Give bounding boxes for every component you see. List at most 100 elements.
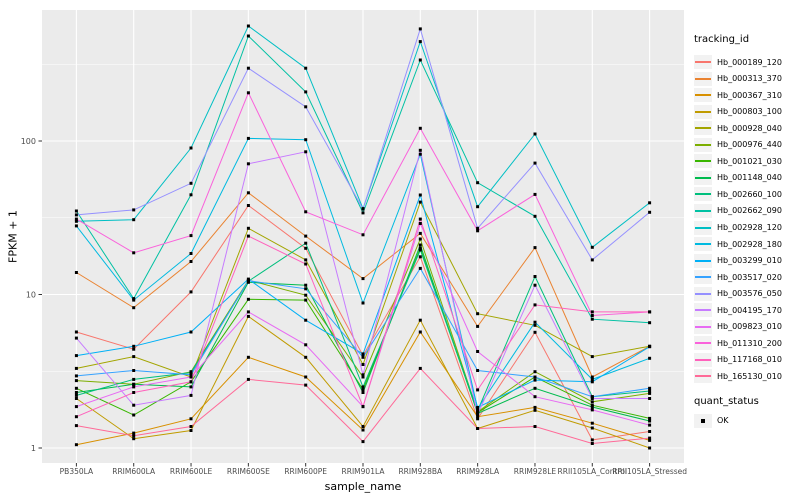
data-point	[590, 317, 594, 321]
data-point	[590, 355, 594, 359]
data-point	[304, 210, 308, 214]
data-point	[361, 391, 365, 394]
data-point	[418, 248, 422, 252]
y-axis-title: FPKM + 1	[6, 210, 20, 263]
legend-item-label: Hb_001148_040	[717, 173, 782, 183]
data-point	[533, 395, 537, 399]
data-point	[418, 255, 422, 259]
legend-item-label: Hb_002928_120	[717, 223, 782, 232]
data-point	[304, 355, 308, 359]
data-point	[132, 431, 136, 435]
data-point	[132, 413, 136, 417]
data-point	[648, 201, 652, 205]
legend-title-quant-status: quant_status	[694, 396, 759, 407]
data-point	[533, 303, 537, 307]
data-point	[304, 293, 308, 297]
data-point	[189, 234, 193, 238]
data-point	[304, 343, 308, 347]
y-tick-label: 10	[26, 291, 36, 300]
data-point	[590, 400, 594, 404]
legend-item-label: Hb_000803_100	[717, 107, 782, 117]
data-point	[74, 209, 78, 213]
data-point	[533, 323, 537, 327]
legend-item-label: Hb_002662_090	[717, 206, 782, 216]
data-point	[590, 258, 594, 262]
data-point	[590, 426, 594, 430]
data-point	[189, 290, 193, 294]
data-point	[304, 383, 308, 387]
data-point	[246, 277, 250, 281]
data-point	[74, 336, 78, 340]
data-point	[132, 298, 136, 302]
data-point	[74, 424, 78, 428]
data-point	[648, 321, 652, 325]
x-axis-title: sample_name	[324, 480, 402, 493]
legend-key-line	[694, 352, 712, 367]
data-point	[246, 234, 250, 238]
data-point	[246, 204, 250, 207]
data-point	[533, 408, 537, 412]
data-point	[246, 279, 250, 283]
data-point	[189, 260, 193, 263]
legend-item-label: Hb_002660_100	[717, 189, 782, 199]
legend-item-label: Hb_001021_030	[717, 156, 782, 166]
legend-item-Hb_165130_010: Hb_165130_010	[694, 369, 782, 384]
data-point	[304, 234, 308, 238]
legend-key-line	[694, 203, 712, 218]
data-point	[590, 442, 594, 445]
data-point	[476, 427, 480, 430]
data-point	[418, 366, 422, 370]
legend-key-line	[694, 336, 712, 351]
data-point	[418, 243, 422, 247]
legend-key-line	[694, 121, 712, 136]
legend-key-line	[694, 170, 712, 185]
legend-key-line	[694, 253, 712, 268]
data-point	[304, 90, 308, 94]
legend-item-Hb_003576_050: Hb_003576_050	[694, 286, 782, 301]
legend-item-Hb_003299_010: Hb_003299_010	[694, 253, 782, 268]
data-point	[590, 395, 594, 399]
data-point	[132, 208, 136, 212]
legend-item-label: Hb_011310_200	[717, 338, 782, 348]
data-point	[590, 375, 594, 379]
data-point	[246, 297, 250, 301]
legend-item-Hb_000313_370: Hb_000313_370	[694, 71, 782, 86]
x-tick-label: RRIM901LA	[342, 467, 386, 476]
data-point	[304, 262, 308, 266]
legend-item-label: Hb_009823_010	[717, 322, 782, 332]
data-point	[304, 318, 308, 322]
data-point	[533, 192, 537, 196]
x-tick-label: PB350LA	[60, 467, 94, 476]
legend-key-line	[694, 88, 712, 103]
data-point	[74, 379, 78, 383]
legend-item-label: Hb_003517_020	[717, 272, 782, 282]
data-point	[74, 443, 78, 447]
data-point	[74, 271, 78, 274]
data-point	[418, 266, 422, 270]
data-point	[648, 446, 652, 450]
data-point	[476, 181, 480, 185]
data-point	[74, 374, 78, 378]
legend-item-label: Hb_000313_370	[717, 74, 782, 84]
data-point	[246, 66, 250, 70]
x-tick-label: RRIM928BA	[398, 467, 443, 476]
data-point	[246, 226, 250, 230]
legend-item-label: Hb_004195_170	[717, 305, 782, 315]
legend-item-label: Hb_165130_010	[717, 371, 782, 381]
data-point	[189, 252, 193, 255]
x-tick-label: RRIM928LE	[514, 467, 557, 476]
data-point	[74, 213, 78, 217]
data-point	[132, 382, 136, 386]
data-point	[590, 245, 594, 249]
legend-key-line	[694, 286, 712, 301]
data-point	[418, 246, 422, 250]
data-point	[361, 207, 365, 211]
legend-item-label: Hb_002928_180	[717, 239, 782, 249]
data-point	[418, 58, 422, 62]
data-point	[418, 330, 422, 334]
data-point	[246, 314, 250, 318]
data-point	[418, 217, 422, 221]
data-point	[304, 283, 308, 287]
data-point	[246, 91, 250, 95]
